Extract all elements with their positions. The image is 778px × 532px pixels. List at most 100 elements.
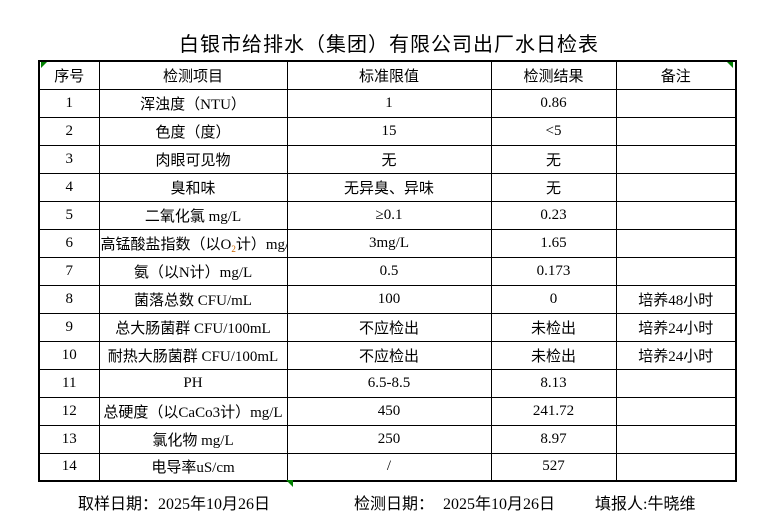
item-text-prefix: 高锰酸盐指数（以O — [100, 236, 232, 253]
cell-limit: 15 — [286, 116, 492, 146]
cell-limit: 100 — [286, 284, 492, 314]
cell-limit: 450 — [286, 396, 492, 426]
cell-no: 8 — [38, 284, 100, 314]
table-row: 1 浑浊度（NTU） 1 0.86 — [38, 88, 737, 118]
cell-no: 7 — [38, 256, 100, 286]
table-row: 2 色度（度） 15 <5 — [38, 116, 737, 146]
table-row: 10 耐热大肠菌群 CFU/100mL 不应检出 未检出 培养24小时 — [38, 340, 737, 370]
cell-note — [615, 424, 737, 454]
oxygen-subscript: 2 — [231, 243, 236, 254]
cell-note — [615, 368, 737, 398]
cell-note — [615, 200, 737, 230]
cell-no: 4 — [38, 172, 100, 202]
cell-limit: 无 — [286, 144, 492, 174]
cell-note — [615, 452, 737, 482]
cell-result: 8.13 — [490, 368, 617, 398]
cell-no: 6 — [38, 228, 100, 258]
col-header-no: 序号 — [38, 60, 100, 90]
cell-result: 8.97 — [490, 424, 617, 454]
col-header-item: 检测项目 — [98, 60, 288, 90]
cell-item: 氨（以N计）mg/L — [98, 256, 288, 286]
cell-limit: 不应检出 — [286, 312, 492, 342]
col-header-result: 检测结果 — [490, 60, 617, 90]
col-header-note: 备注 — [615, 60, 737, 90]
table-row: 3 肉眼可见物 无 无 — [38, 144, 737, 174]
test-date: 检测日期： 2025年10月26日 — [354, 490, 555, 514]
cell-item: 高锰酸盐指数（以O2计）mg/L — [98, 228, 288, 258]
cell-result: 未检出 — [490, 312, 617, 342]
cell-item: 菌落总数 CFU/mL — [98, 284, 288, 314]
cell-result: 0 — [490, 284, 617, 314]
table-row: 6 高锰酸盐指数（以O2计）mg/L 3mg/L 1.65 — [38, 228, 737, 258]
cell-limit: 1 — [286, 88, 492, 118]
page-title: 白银市给排水（集团）有限公司出厂水日检表 — [179, 34, 599, 56]
cell-note — [615, 116, 737, 146]
table-row: 11 PH 6.5-8.5 8.13 — [38, 368, 737, 398]
reporter: 填报人:牛晓维 — [595, 490, 695, 514]
cell-no: 11 — [38, 368, 100, 398]
cell-no: 9 — [38, 312, 100, 342]
test-date-label: 检测日期： — [354, 496, 435, 513]
cell-note: 培养24小时 — [615, 312, 737, 342]
cell-limit: 6.5-8.5 — [286, 368, 492, 398]
table-row: 7 氨（以N计）mg/L 0.5 0.173 — [38, 256, 737, 286]
cell-item: 氯化物 mg/L — [98, 424, 288, 454]
sampling-date: 取样日期：2025年10月26日 — [78, 490, 270, 514]
cell-result: 241.72 — [490, 396, 617, 426]
cell-note — [615, 396, 737, 426]
test-date-value: 2025年10月26日 — [443, 496, 556, 513]
cell-note: 培养48小时 — [615, 284, 737, 314]
cell-item: 臭和味 — [98, 172, 288, 202]
cell-limit: 不应检出 — [286, 340, 492, 370]
cell-note — [615, 172, 737, 202]
cell-limit: 无异臭、异味 — [286, 172, 492, 202]
cell-note: 培养24小时 — [615, 340, 737, 370]
cell-no: 3 — [38, 144, 100, 174]
table-row: 4 臭和味 无异臭、异味 无 — [38, 172, 737, 202]
cell-result: 0.23 — [490, 200, 617, 230]
cell-item: 耐热大肠菌群 CFU/100mL — [98, 340, 288, 370]
cell-item: 肉眼可见物 — [98, 144, 288, 174]
table-row: 8 菌落总数 CFU/mL 100 0 培养48小时 — [38, 284, 737, 314]
cell-item: 色度（度） — [98, 116, 288, 146]
sampling-date-value: 2025年10月26日 — [158, 496, 271, 513]
reporter-name: 牛晓维 — [647, 496, 696, 513]
cell-item: 总大肠菌群 CFU/100mL — [98, 312, 288, 342]
col-header-limit: 标准限值 — [286, 60, 492, 90]
reporter-label: 填报人: — [595, 496, 648, 513]
cell-no: 10 — [38, 340, 100, 370]
cell-no: 12 — [38, 396, 100, 426]
table-row: 13 氯化物 mg/L 250 8.97 — [38, 424, 737, 454]
sampling-date-label: 取样日期： — [78, 496, 159, 513]
table-row: 12 总硬度（以CaCo3计）mg/L 450 241.72 — [38, 396, 737, 426]
cell-item: 二氧化氯 mg/L — [98, 200, 288, 230]
cell-result: 1.65 — [490, 228, 617, 258]
cell-limit: 0.5 — [286, 256, 492, 286]
cell-result: 无 — [490, 172, 617, 202]
cell-no: 14 — [38, 452, 100, 482]
cell-note — [615, 144, 737, 174]
cell-note — [615, 88, 737, 118]
inspection-table: 序号 检测项目 标准限值 检测结果 备注 1 浑浊度（NTU） 1 0.86 2… — [38, 60, 737, 482]
cell-item: 总硬度（以CaCo3计）mg/L — [98, 396, 288, 426]
cell-limit: ≥0.1 — [286, 200, 492, 230]
cell-item: PH — [98, 368, 288, 398]
cell-item: 浑浊度（NTU） — [98, 88, 288, 118]
cell-no: 2 — [38, 116, 100, 146]
cell-item: 电导率uS/cm — [98, 452, 288, 482]
table-row: 5 二氧化氯 mg/L ≥0.1 0.23 — [38, 200, 737, 230]
cell-limit: / — [286, 452, 492, 482]
cell-result: 无 — [490, 144, 617, 174]
cell-note — [615, 256, 737, 286]
cell-no: 13 — [38, 424, 100, 454]
cell-result: 0.173 — [490, 256, 617, 286]
cell-result: 未检出 — [490, 340, 617, 370]
cell-result: 0.86 — [490, 88, 617, 118]
table-row: 9 总大肠菌群 CFU/100mL 不应检出 未检出 培养24小时 — [38, 312, 737, 342]
cell-note — [615, 228, 737, 258]
cell-result: 527 — [490, 452, 617, 482]
cell-result: <5 — [490, 116, 617, 146]
cell-limit: 3mg/L — [286, 228, 492, 258]
item-text-suffix: 计）mg/L — [235, 236, 286, 253]
